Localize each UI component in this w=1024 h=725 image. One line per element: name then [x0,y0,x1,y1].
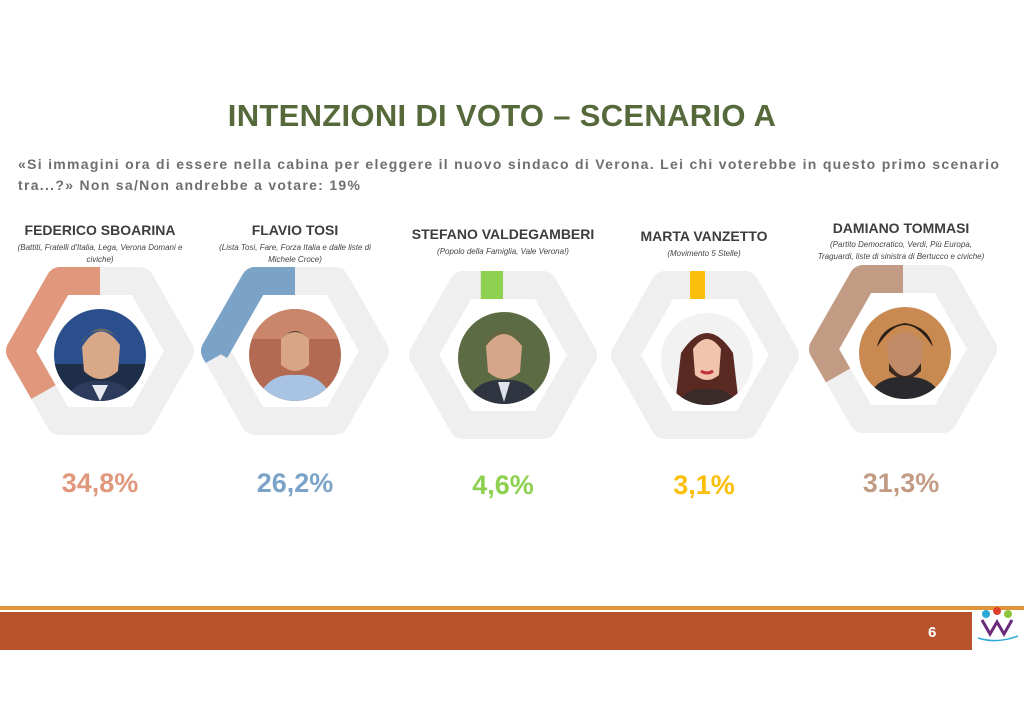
candidate-photo [661,313,753,405]
candidate-photo [458,312,550,404]
candidate-name: FLAVIO TOSI [251,222,339,238]
candidate-photo [54,309,146,401]
ring-value-arc [809,265,997,433]
candidate-tosi: FLAVIO TOSI (Lista Tosi, Fare, Forza Ita… [190,0,400,520]
ring-background [409,271,597,439]
candidate-coalition: (Battiti, Fratelli d'Italia, Lega, Veron… [17,243,183,264]
donut-ring [409,271,597,439]
percentage-label: 31,3% [862,468,940,498]
page-number: 6 [928,624,937,641]
donut-ring [809,265,997,433]
candidate-name: STEFANO VALDEGAMBERI [411,226,595,242]
percentage-label: 4,6% [472,470,534,500]
percentage-label: 26,2% [256,468,334,498]
footer-bar [0,612,972,650]
page-title: INTENZIONI DI VOTO – SCENARIO A [227,98,777,133]
candidate-tommasi: DAMIANO TOMMASI (Partito Democratico, Ve… [796,0,1006,520]
donut-ring [6,267,194,435]
candidate-name: DAMIANO TOMMASI [832,220,970,236]
ring-value-arc [201,267,389,435]
candidate-valdegamberi: STEFANO VALDEGAMBERI (Popolo della Famig… [398,0,608,520]
candidate-coalition: (Popolo della Famiglia, Vale Verona!) [437,247,569,256]
candidate-coalition: (Lista Tosi, Fare, Forza Italia e dalle … [219,243,371,264]
percentage-label: 3,1% [673,470,735,500]
candidate-name: MARTA VANZETTO [640,228,768,244]
candidate-photo [249,309,341,401]
candidate-coalition: (Movimento 5 Stelle) [667,249,741,258]
candidate-photo [859,307,951,399]
donut-ring [611,271,799,439]
candidate-name: FEDERICO SBOARINA [24,222,176,238]
winpoll-logo-icon [977,607,1019,642]
candidate-sboarina: FEDERICO SBOARINA (Battiti, Fratelli d'I… [0,0,205,520]
ring-value-arc [6,267,194,435]
footer-accent-line [0,606,1024,610]
candidate-coalition: (Partito Democratico, Verdi, Più Europa,… [817,240,985,261]
candidate-vanzetto: MARTA VANZETTO (Movimento 5 Stelle) 3,1% [599,0,809,520]
question-text: «Si immagini ora di essere nella cabina … [18,156,1001,193]
donut-ring [201,267,389,435]
ring-background [611,271,799,439]
percentage-label: 34,8% [61,468,139,498]
